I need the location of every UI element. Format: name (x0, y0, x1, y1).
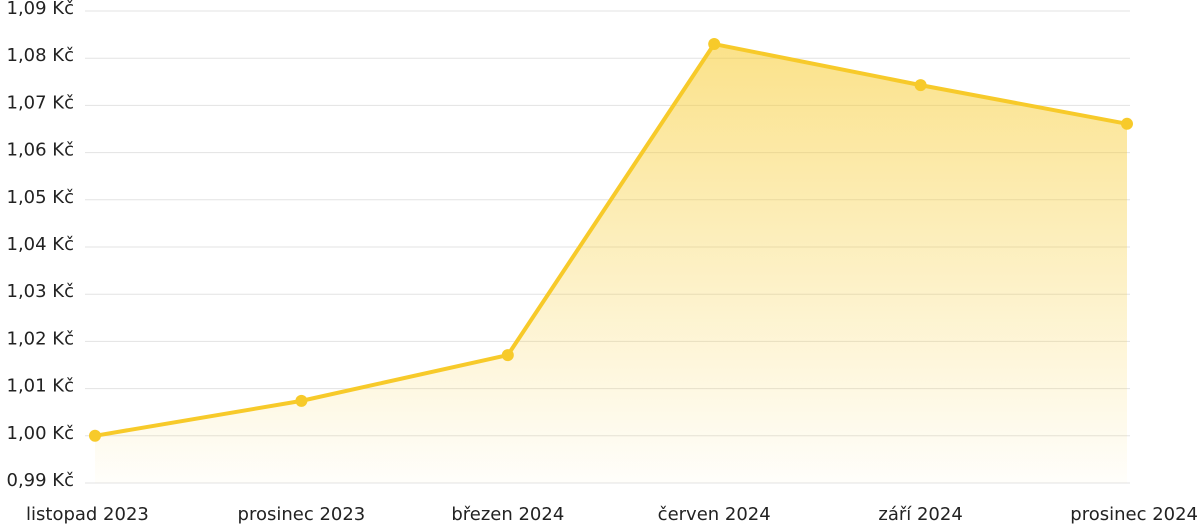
y-tick-label: 1,09 Kč (7, 0, 75, 19)
x-tick-label: září 2024 (878, 504, 962, 525)
point (295, 394, 308, 407)
y-tick-label: 0,99 Kč (7, 470, 75, 491)
y-tick-label: 1,04 Kč (7, 234, 75, 255)
point (501, 349, 514, 362)
area (95, 44, 1127, 483)
y-tick-label: 1,07 Kč (7, 92, 75, 113)
x-tick-label: březen 2024 (451, 504, 564, 525)
line (94, 42, 1128, 438)
point (914, 79, 927, 92)
point (708, 38, 721, 51)
x-tick-label: prosinec 2024 (1070, 504, 1198, 525)
y-tick-label: 1,01 Kč (7, 376, 75, 397)
y-tick-label: 1,00 Kč (7, 423, 75, 444)
x-tick-label: listopad 2023 (26, 504, 149, 525)
y-tick-label: 1,08 Kč (7, 45, 75, 66)
y-tick-label: 1,06 Kč (7, 140, 75, 161)
point (89, 429, 101, 442)
y-tick-label: 1,02 Kč (7, 328, 75, 349)
x-tick-label: červen 2024 (658, 504, 771, 525)
point (1121, 117, 1133, 130)
y-tick-label: 1,03 Kč (7, 281, 75, 302)
x-tick-label: prosinec 2023 (238, 504, 366, 525)
y-tick-label: 1,05 Kč (7, 187, 75, 208)
